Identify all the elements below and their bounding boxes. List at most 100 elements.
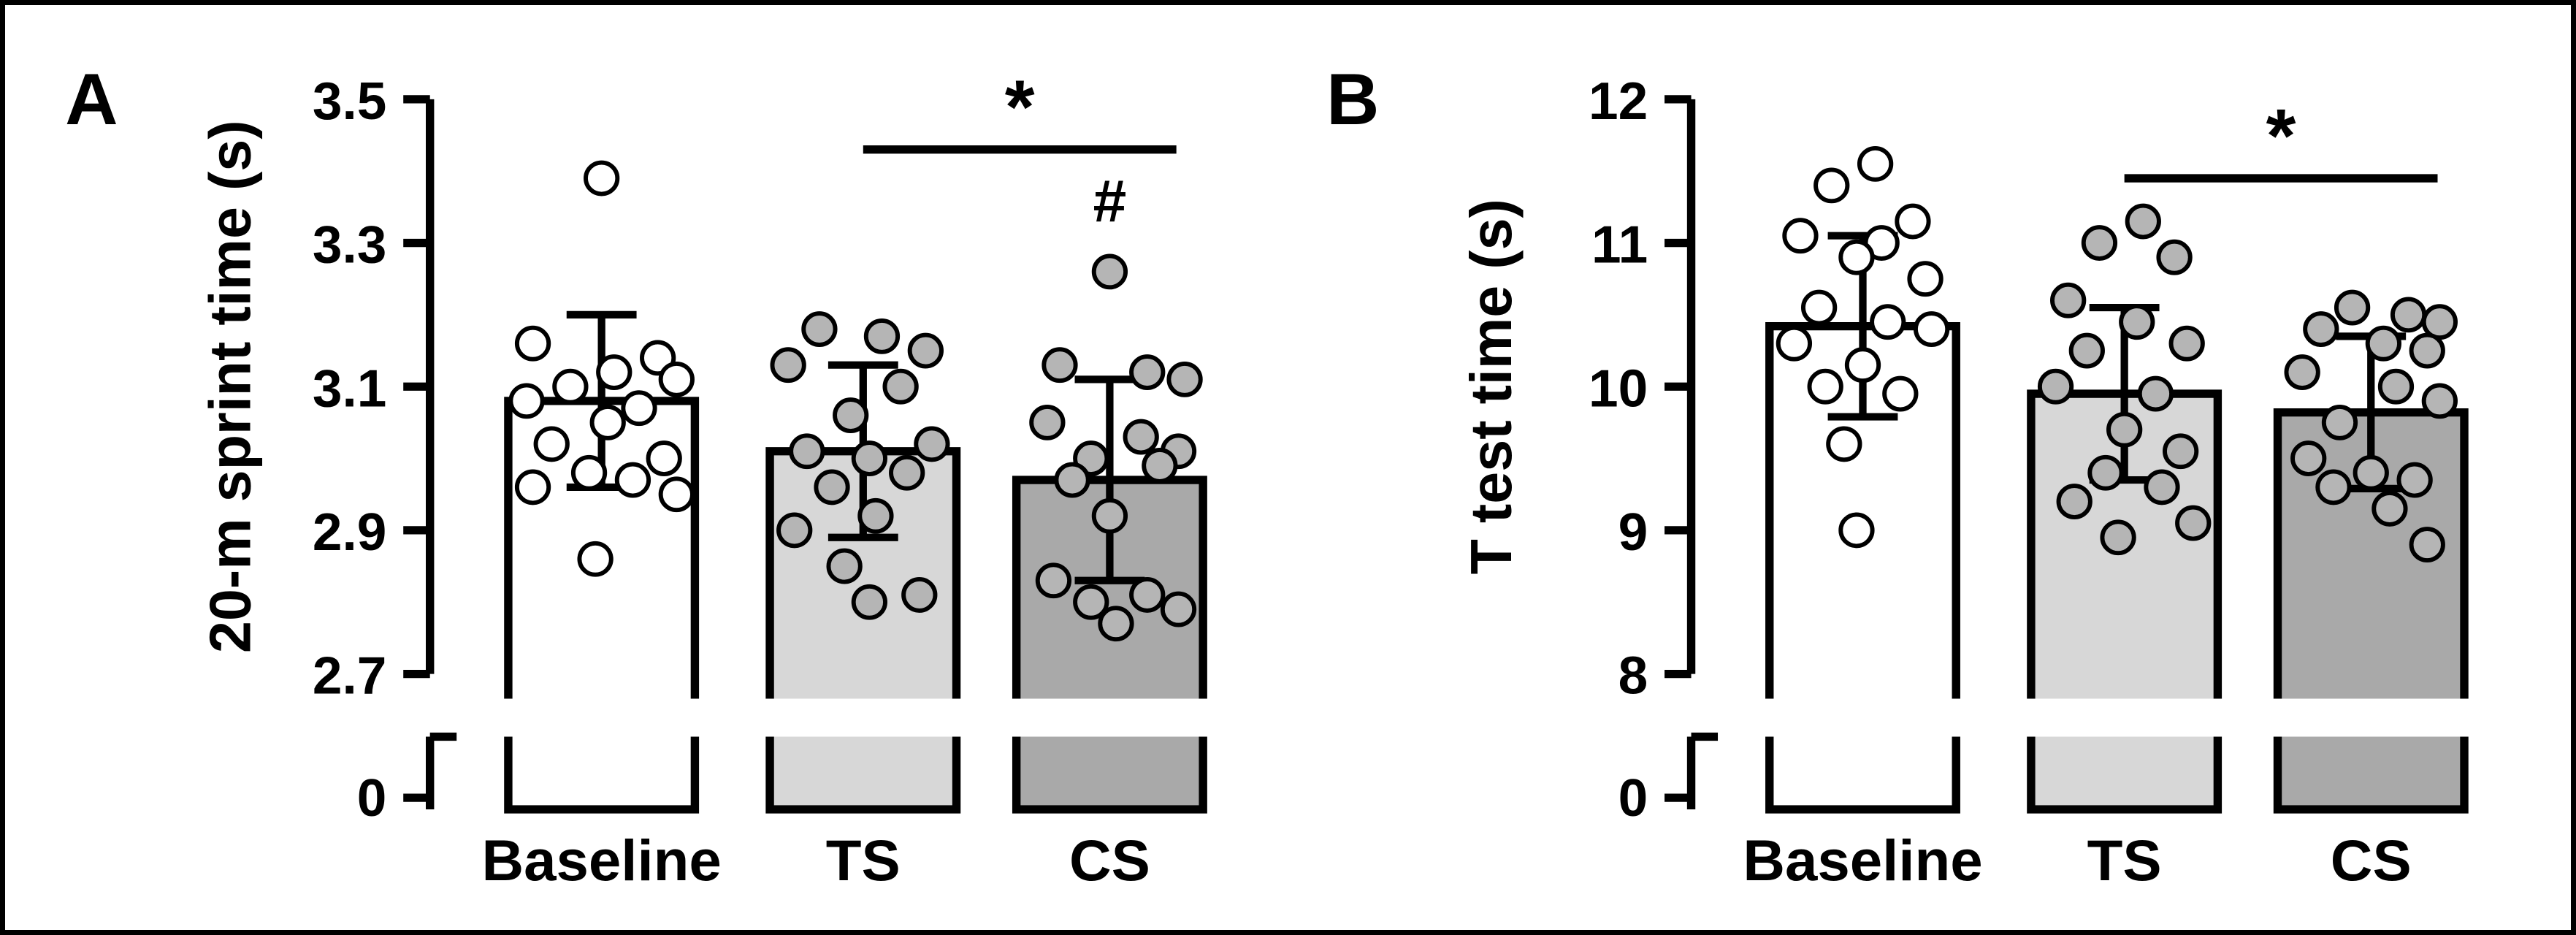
data-point-baseline	[577, 541, 614, 577]
data-point-ts	[2144, 469, 2180, 505]
data-point-ts	[826, 548, 863, 584]
data-point-baseline	[596, 354, 632, 390]
data-point-ts	[889, 454, 925, 491]
y-axis-title: 20-m sprint time (s)	[197, 120, 262, 653]
data-point-ts	[2137, 375, 2174, 412]
data-point-cs	[1035, 562, 1072, 599]
data-point-baseline	[1813, 167, 1850, 204]
bar-stub-baseline	[504, 736, 700, 814]
y-tick-label: 3.3	[313, 215, 386, 275]
category-label-ts: TS	[826, 828, 901, 893]
data-point-baseline	[1838, 512, 1875, 549]
data-point-baseline	[508, 383, 545, 419]
bar-stub-baseline	[1765, 736, 1960, 814]
y-axis-title: T test time (s)	[1459, 199, 1524, 574]
data-point-ts	[2175, 505, 2212, 541]
data-point-baseline	[646, 440, 682, 476]
data-point-ts	[2068, 332, 2105, 369]
data-point-baseline	[1776, 325, 1813, 362]
zero-tick-label: 0	[1618, 768, 1648, 828]
y-tick-label: 11	[1591, 215, 1648, 275]
data-point-baseline	[1844, 347, 1881, 383]
data-point-ts	[2100, 519, 2136, 556]
data-point-ts	[914, 426, 950, 462]
data-point-cs	[2303, 311, 2339, 347]
data-point-baseline	[514, 469, 551, 505]
data-point-ts	[2081, 225, 2118, 261]
data-point-cs	[2321, 404, 2358, 440]
bar-chart-figure: A Baseline TS CS 2.7 2.9 3.1 3.3 3.5 0 20-m sprint…	[65, 59, 2469, 893]
data-point-cs	[1166, 361, 1203, 397]
bar-stub-ts	[765, 736, 961, 814]
data-point-ts	[901, 576, 938, 613]
data-point-cs	[1129, 354, 1166, 390]
data-point-cs	[2396, 462, 2433, 498]
data-point-cs	[2334, 289, 2371, 326]
data-point-ts	[2156, 239, 2193, 275]
data-point-baseline	[589, 404, 626, 440]
data-point-cs	[2365, 325, 2402, 362]
data-point-cs	[1054, 462, 1090, 498]
data-point-cs	[2315, 469, 2352, 505]
data-point-ts	[2037, 368, 2074, 405]
data-point-cs	[1091, 253, 1128, 290]
data-point-baseline	[1882, 375, 1919, 412]
data-point-cs	[1073, 584, 1109, 620]
data-point-cs	[1042, 347, 1078, 383]
data-point-ts	[2106, 411, 2143, 448]
data-point-cs	[2377, 368, 2415, 405]
panel-label: B	[1326, 59, 1379, 140]
data-point-cs	[1123, 419, 1159, 455]
data-point-baseline	[658, 361, 695, 397]
data-point-baseline	[1800, 289, 1838, 326]
data-point-baseline	[570, 454, 608, 491]
data-point-cs	[2409, 332, 2445, 369]
data-point-cs	[1142, 447, 1178, 484]
data-point-cs	[2353, 454, 2389, 491]
data-point-baseline	[1895, 203, 1931, 240]
panel-B: B Baseline TS CS 8 9 10 11 12 0 T test time (s) *	[1326, 59, 2469, 893]
data-point-baseline	[614, 462, 651, 498]
data-point-cs	[1129, 576, 1166, 613]
data-point-baseline	[1857, 145, 1894, 182]
data-point-ts	[863, 318, 901, 354]
data-point-ts	[801, 311, 838, 347]
data-point-ts	[814, 469, 850, 505]
data-point-cs	[2371, 490, 2408, 527]
bar-stub-ts	[2027, 736, 2223, 814]
hash-annotation: #	[1093, 168, 1127, 234]
y-tick-label: 2.7	[313, 646, 386, 706]
data-point-ts	[2087, 454, 2124, 491]
category-label-baseline: Baseline	[481, 828, 721, 893]
data-point-cs	[1091, 497, 1128, 534]
data-point-ts	[2162, 433, 2199, 470]
y-tick-label: 3.5	[313, 72, 386, 131]
data-point-baseline	[1907, 261, 1944, 297]
data-point-cs	[2421, 304, 2458, 340]
y-tick-label: 2.9	[313, 503, 386, 562]
data-point-baseline	[584, 160, 620, 196]
significance-star: *	[2266, 94, 2296, 178]
data-point-ts	[857, 497, 894, 534]
data-point-cs	[1029, 404, 1066, 440]
data-point-baseline	[552, 368, 589, 405]
data-point-baseline	[1870, 304, 1906, 340]
data-point-cs	[2409, 527, 2445, 562]
category-label-cs: CS	[2331, 828, 2412, 893]
data-point-ts	[770, 347, 806, 383]
data-point-ts	[833, 397, 869, 433]
data-point-ts	[851, 440, 887, 476]
data-point-ts	[776, 512, 813, 549]
significance-star: *	[1005, 65, 1035, 150]
bar-stub-cs	[2273, 736, 2469, 814]
data-point-ts	[2168, 325, 2205, 362]
data-point-cs	[1160, 591, 1197, 627]
y-tick-label: 10	[1589, 359, 1648, 419]
data-point-cs	[2421, 383, 2458, 419]
data-point-ts	[2050, 282, 2087, 318]
data-point-baseline	[1838, 239, 1875, 275]
data-point-ts	[789, 433, 825, 470]
category-label-ts: TS	[2087, 828, 2162, 893]
data-point-cs	[1098, 606, 1134, 642]
